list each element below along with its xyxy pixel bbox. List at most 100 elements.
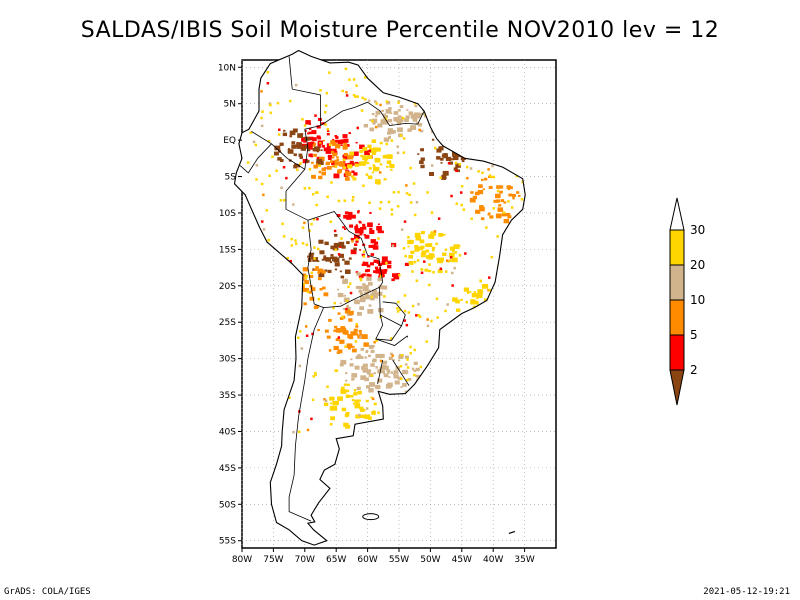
moisture-cell bbox=[309, 296, 315, 301]
moisture-cell bbox=[261, 220, 264, 223]
moisture-cell bbox=[378, 285, 384, 290]
moisture-cell bbox=[451, 284, 454, 287]
moisture-cell bbox=[377, 378, 383, 383]
moisture-cell bbox=[324, 269, 328, 272]
moisture-cell bbox=[387, 260, 392, 265]
lat-tick-label: 40S bbox=[219, 427, 236, 437]
moisture-cell bbox=[366, 162, 370, 165]
moisture-cell bbox=[368, 149, 371, 153]
moisture-cell bbox=[360, 415, 364, 418]
moisture-cell bbox=[470, 191, 474, 194]
moisture-cell bbox=[483, 177, 488, 181]
moisture-cell bbox=[371, 151, 377, 155]
south-georgia bbox=[508, 530, 516, 535]
moisture-cell bbox=[426, 318, 429, 321]
moisture-cell bbox=[390, 168, 393, 171]
moisture-cell bbox=[376, 147, 381, 152]
moisture-cell bbox=[412, 182, 416, 185]
legend-swatch bbox=[669, 229, 685, 266]
moisture-cell bbox=[327, 154, 332, 159]
moisture-cell bbox=[354, 95, 357, 98]
moisture-cell bbox=[460, 298, 463, 301]
moisture-cell bbox=[345, 299, 349, 303]
moisture-cell bbox=[343, 155, 349, 160]
moisture-cell bbox=[352, 78, 356, 81]
moisture-cell bbox=[396, 310, 400, 313]
moisture-cell bbox=[455, 163, 461, 168]
moisture-cell bbox=[311, 398, 315, 402]
moisture-cell bbox=[317, 136, 322, 140]
moisture-cell bbox=[385, 262, 388, 265]
moisture-cell bbox=[351, 377, 355, 381]
moisture-cell bbox=[453, 244, 460, 249]
moisture-cell bbox=[340, 275, 345, 279]
moisture-cell bbox=[347, 306, 351, 310]
moisture-cell bbox=[493, 199, 498, 203]
moisture-cell bbox=[343, 383, 347, 386]
lat-tick-label: 10S bbox=[219, 209, 236, 219]
moisture-cell bbox=[371, 411, 376, 415]
moisture-cell bbox=[420, 148, 424, 152]
moisture-cell bbox=[355, 238, 358, 241]
moisture-cell bbox=[334, 262, 340, 267]
moisture-cell bbox=[289, 135, 293, 138]
moisture-cell bbox=[329, 396, 334, 401]
moisture-cell bbox=[469, 291, 472, 293]
moisture-cell bbox=[488, 174, 492, 177]
moisture-cell bbox=[353, 172, 358, 176]
moisture-cell bbox=[391, 123, 394, 125]
country-border bbox=[320, 101, 425, 127]
moisture-cell bbox=[260, 124, 264, 128]
moisture-cell bbox=[354, 229, 361, 234]
moisture-cell bbox=[397, 101, 400, 104]
moisture-cell bbox=[491, 164, 494, 168]
moisture-cell bbox=[361, 96, 364, 100]
lat-tick-label: 5N bbox=[224, 100, 236, 110]
moisture-cell bbox=[312, 148, 317, 152]
lat-tick-label: 15S bbox=[219, 245, 236, 255]
moisture-cell bbox=[305, 120, 311, 125]
moisture-cell bbox=[460, 203, 463, 207]
moisture-cell bbox=[355, 162, 358, 165]
moisture-cell bbox=[330, 140, 336, 144]
moisture-cell bbox=[367, 354, 371, 358]
moisture-cell bbox=[279, 142, 284, 146]
moisture-cell bbox=[318, 118, 322, 121]
moisture-cell bbox=[345, 94, 349, 97]
moisture-cell bbox=[369, 229, 375, 234]
moisture-cell bbox=[266, 71, 269, 74]
moisture-cell bbox=[318, 164, 321, 167]
moisture-cell bbox=[482, 188, 485, 191]
moisture-cell bbox=[366, 273, 370, 277]
moisture-cell bbox=[452, 151, 457, 156]
moisture-cell bbox=[419, 247, 424, 250]
moisture-cell bbox=[371, 140, 374, 143]
moisture-cell bbox=[367, 155, 373, 159]
moisture-cell bbox=[406, 109, 409, 111]
moisture-cell bbox=[360, 154, 363, 158]
moisture-cell bbox=[285, 176, 288, 180]
moisture-cell bbox=[406, 378, 409, 382]
moisture-cell bbox=[329, 261, 332, 264]
moisture-cell bbox=[307, 255, 310, 258]
moisture-cell bbox=[349, 291, 353, 295]
moisture-cell bbox=[246, 161, 250, 164]
moisture-cell bbox=[387, 382, 393, 388]
moisture-cell bbox=[357, 399, 361, 402]
moisture-cell bbox=[379, 163, 383, 166]
moisture-cell bbox=[375, 115, 378, 118]
moisture-cell bbox=[411, 115, 417, 120]
moisture-cell bbox=[336, 158, 340, 161]
moisture-cell bbox=[369, 382, 375, 387]
moisture-cell bbox=[397, 121, 402, 126]
moisture-cell bbox=[339, 302, 342, 305]
moisture-cell bbox=[382, 360, 388, 365]
moisture-cell bbox=[323, 292, 329, 297]
moisture-cell bbox=[345, 307, 348, 311]
moisture-cell bbox=[455, 202, 458, 205]
moisture-cell bbox=[355, 141, 358, 144]
moisture-cell bbox=[322, 139, 325, 142]
moisture-cell bbox=[361, 365, 364, 368]
moisture-cell bbox=[308, 259, 312, 262]
moisture-cell bbox=[385, 109, 392, 114]
